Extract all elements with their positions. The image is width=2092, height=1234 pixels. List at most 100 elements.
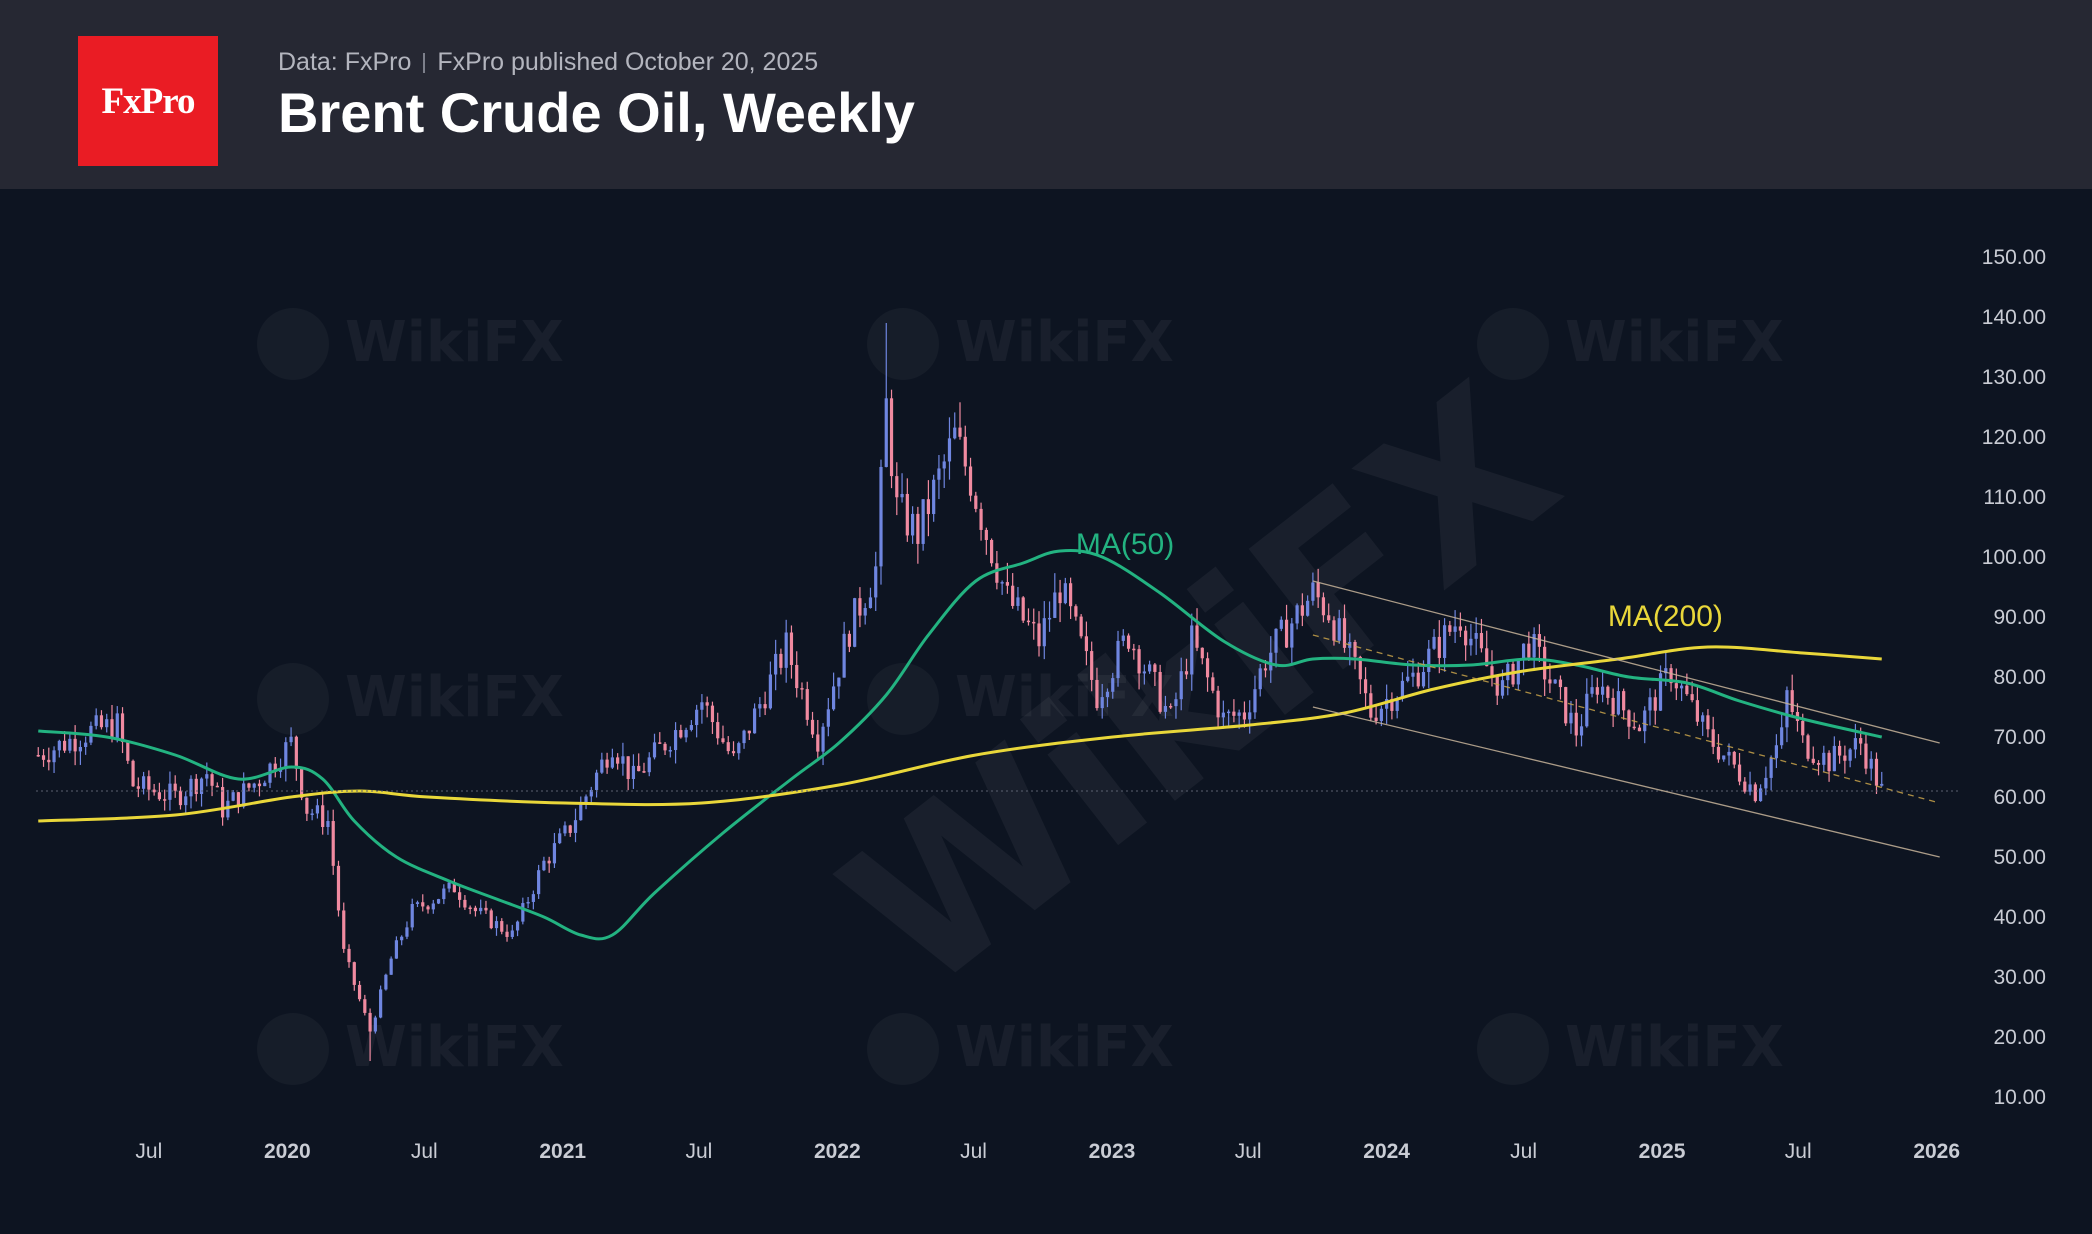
candle-body — [1116, 640, 1120, 679]
candle-body — [1843, 755, 1847, 761]
candle-body — [1595, 687, 1599, 695]
candle-body — [937, 468, 941, 480]
candle-body — [257, 783, 262, 787]
candle-body — [1148, 664, 1152, 672]
candle-body — [357, 984, 362, 1000]
candle-body — [421, 902, 425, 907]
candle-body — [479, 907, 483, 912]
candle-body — [1853, 738, 1858, 750]
candle-body — [695, 709, 699, 726]
y-tick-label: 20.00 — [1993, 1026, 2046, 1049]
candle-body — [331, 821, 335, 866]
candle-body — [178, 790, 183, 806]
candle-body — [1290, 623, 1294, 648]
candle-body — [968, 466, 973, 496]
candle-body — [394, 940, 399, 959]
candle-body — [368, 1012, 372, 1032]
ma50-label: MA(50) — [1076, 528, 1174, 561]
candle-body — [300, 768, 304, 798]
candle-body — [1585, 693, 1589, 727]
candle-body — [1458, 626, 1462, 631]
candle-body — [758, 704, 762, 709]
watermark-logo-icon — [257, 663, 329, 735]
candle-body — [473, 907, 478, 912]
candle-body — [1816, 762, 1821, 765]
candle-body — [1859, 738, 1863, 744]
candle-body — [1711, 729, 1715, 747]
candle-body — [84, 742, 88, 747]
candle-body — [1780, 727, 1784, 746]
candle-body — [1658, 673, 1663, 711]
candle-body — [1732, 751, 1736, 765]
candle-body — [242, 783, 246, 807]
candle-body — [1337, 618, 1341, 641]
candle-body — [542, 860, 546, 871]
candle-body — [363, 999, 367, 1013]
y-tick-label: 70.00 — [1993, 726, 2046, 749]
candle-body — [1506, 663, 1510, 681]
candle-body — [1432, 636, 1436, 649]
candle-body — [1590, 687, 1594, 694]
candle-body — [1869, 758, 1873, 769]
candle-body — [910, 513, 915, 536]
candle-body — [1632, 726, 1636, 729]
candle-body — [853, 598, 857, 647]
candle-body — [1469, 638, 1473, 646]
candle-body — [663, 743, 667, 751]
candle-body — [995, 563, 999, 583]
candle-body — [531, 894, 535, 902]
candle-body — [984, 529, 988, 540]
meta-separator — [423, 52, 426, 73]
candle-body — [800, 688, 804, 690]
candle-body — [505, 931, 509, 937]
candle-body — [1211, 677, 1215, 691]
candle-body — [1121, 635, 1125, 641]
watermark-logo-icon — [257, 1013, 329, 1085]
watermark-text: WikiFX — [345, 665, 564, 730]
candle-body — [120, 713, 125, 743]
candle-body — [1248, 712, 1252, 720]
candle-body — [521, 903, 525, 922]
candle-body — [1838, 745, 1842, 756]
candle-body — [847, 633, 851, 647]
candle-body — [1105, 691, 1110, 698]
x-tick-label: Jul — [1510, 1140, 1537, 1163]
candle-body — [805, 689, 809, 720]
candle-body — [1806, 735, 1810, 759]
candle-body — [1716, 746, 1721, 760]
candle-body — [62, 740, 67, 751]
candle-body — [558, 833, 562, 844]
candle-body — [389, 958, 393, 975]
candle-body — [1021, 597, 1025, 621]
candle-body — [1832, 745, 1836, 772]
candle-body — [600, 759, 604, 773]
candle-body — [415, 902, 420, 904]
x-tick-label: 2026 — [1913, 1140, 1960, 1163]
candle-body — [1874, 758, 1879, 786]
candle-body — [263, 782, 267, 787]
candle-body — [310, 813, 314, 815]
candle-body — [484, 907, 488, 911]
candle-body — [1258, 668, 1262, 690]
candle-body — [831, 686, 836, 710]
candle-body — [426, 906, 430, 910]
candle-body — [1827, 752, 1831, 772]
candle-body — [874, 566, 878, 598]
candle-body — [1674, 683, 1678, 689]
candle-body — [1648, 697, 1652, 711]
candle-body — [573, 820, 578, 833]
candle-body — [78, 746, 82, 752]
candle-body — [1090, 651, 1094, 680]
candle-body — [1074, 606, 1078, 617]
candle-body — [963, 436, 967, 467]
channel-layer — [36, 580, 1960, 858]
candle-body — [584, 796, 588, 804]
candle-body — [1790, 690, 1794, 712]
candle-body — [373, 1017, 377, 1032]
candle-body — [1485, 648, 1489, 667]
candle-body — [1411, 672, 1415, 677]
candle-body — [637, 765, 641, 772]
candle-body — [99, 715, 104, 728]
candle-body — [1537, 634, 1541, 647]
candle-body — [1142, 671, 1146, 674]
